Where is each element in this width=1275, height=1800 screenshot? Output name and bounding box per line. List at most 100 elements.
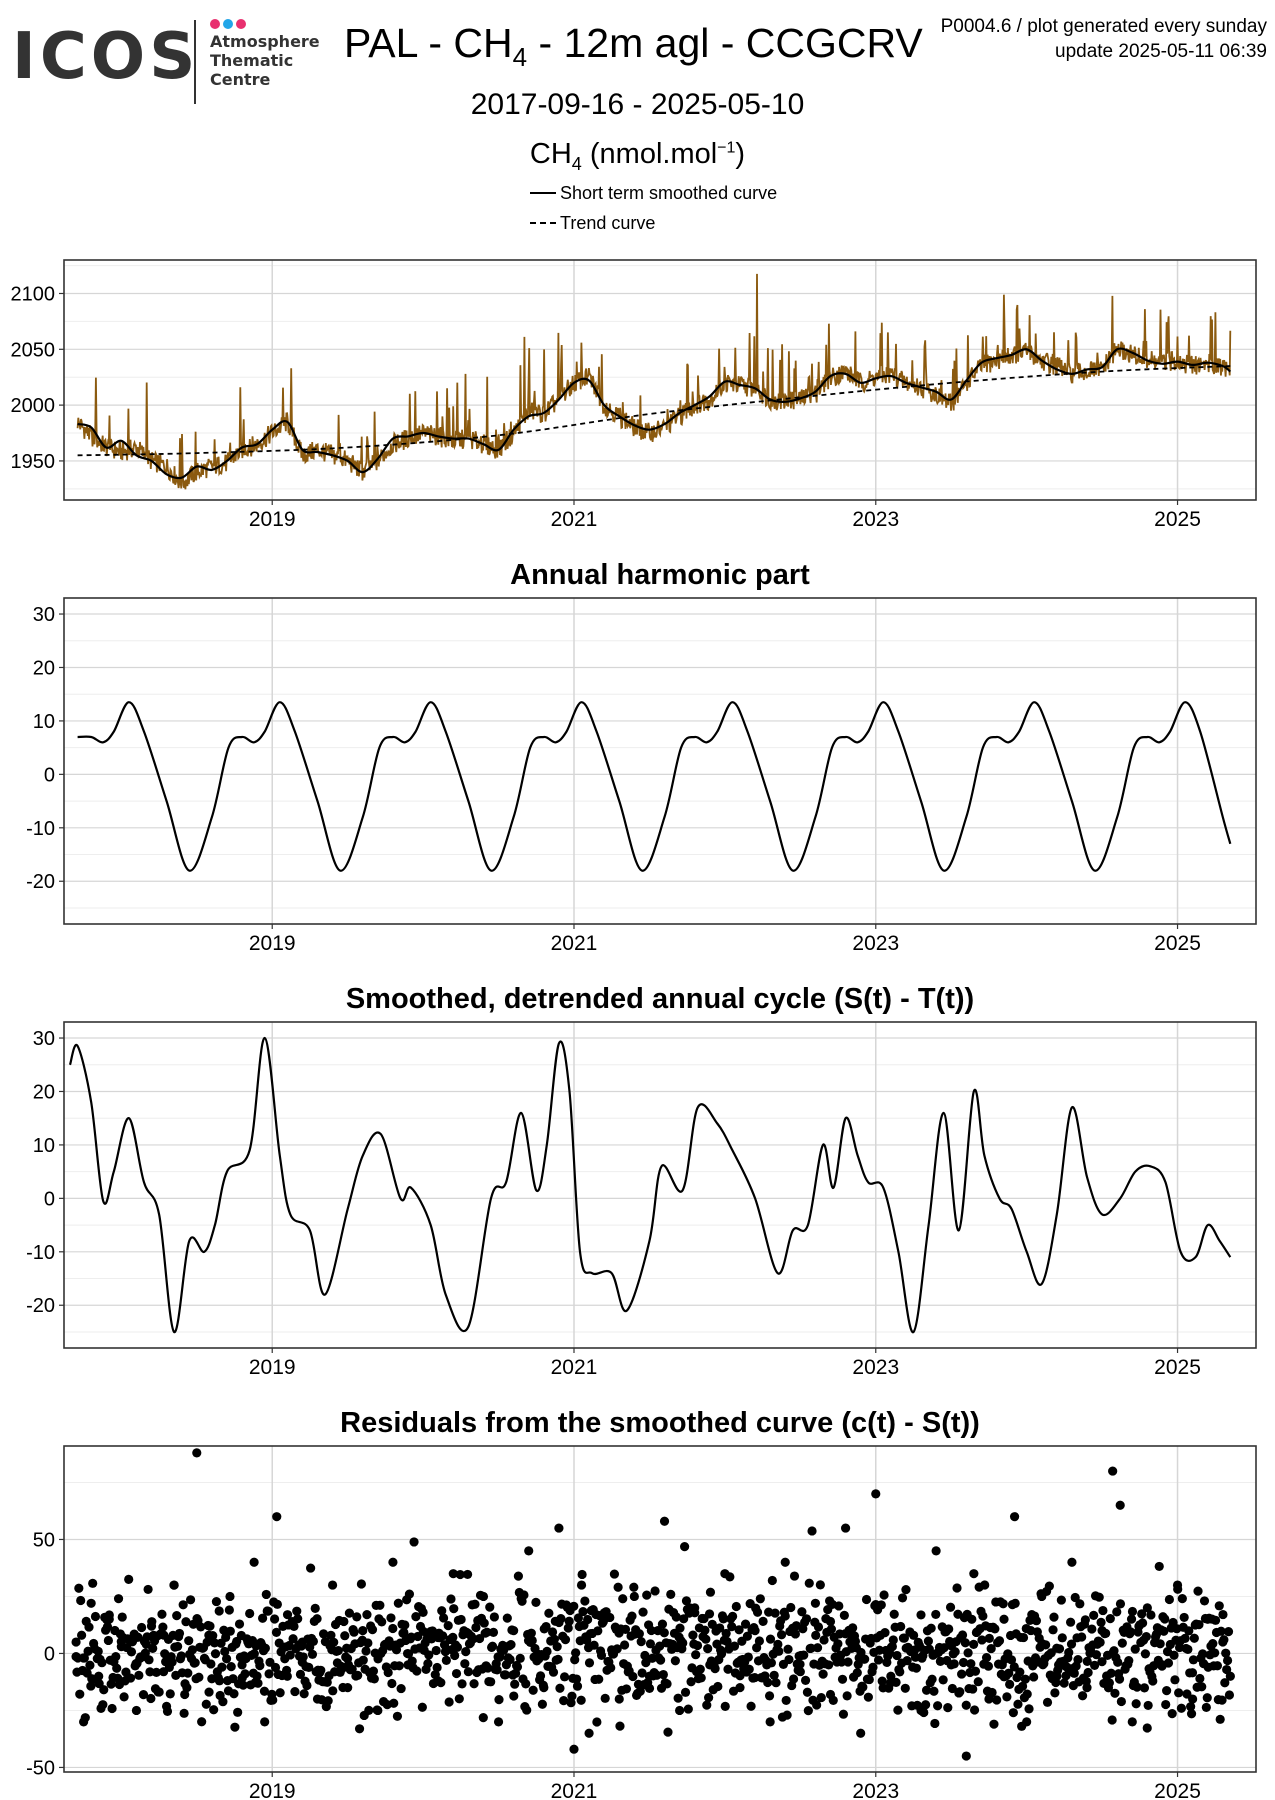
residual-point xyxy=(789,1571,800,1581)
residual-point xyxy=(770,1608,780,1618)
residual-point xyxy=(909,1630,919,1640)
residual-point xyxy=(646,1625,656,1636)
residual-point xyxy=(969,1639,979,1649)
residual-point xyxy=(307,1649,318,1659)
residual-point xyxy=(990,1624,1000,1634)
residual-point xyxy=(187,1645,198,1655)
residual-point xyxy=(600,1693,610,1703)
residual-point xyxy=(921,1685,932,1695)
residual-point xyxy=(293,1614,303,1624)
residual-point xyxy=(1215,1714,1225,1724)
residual-point xyxy=(958,1657,969,1668)
residual-point xyxy=(877,1676,887,1686)
residual-point xyxy=(1195,1673,1205,1684)
residual-point xyxy=(715,1623,725,1633)
residual-point xyxy=(117,1612,127,1622)
residual-point xyxy=(1138,1618,1148,1628)
residual-point xyxy=(202,1637,212,1647)
residual-point xyxy=(569,1744,579,1754)
residual-point xyxy=(1188,1655,1199,1665)
residual-point xyxy=(443,1620,453,1631)
residual-point xyxy=(1201,1702,1211,1713)
residual-point xyxy=(282,1610,293,1620)
residual-point xyxy=(1029,1672,1039,1682)
residual-point xyxy=(1169,1650,1179,1660)
residual-point xyxy=(79,1653,89,1663)
residual-point xyxy=(1009,1512,1020,1522)
residual-point xyxy=(448,1632,458,1643)
residual-point xyxy=(876,1600,886,1610)
residual-point xyxy=(614,1694,624,1704)
residual-point xyxy=(1130,1644,1140,1654)
residual-point xyxy=(349,1627,359,1637)
residual-point xyxy=(178,1600,188,1610)
residual-point xyxy=(1225,1671,1235,1681)
residual-point xyxy=(1222,1664,1232,1675)
residual-point xyxy=(728,1686,739,1696)
residual-point xyxy=(173,1641,183,1652)
residual-point xyxy=(621,1684,632,1694)
residual-point xyxy=(644,1683,655,1694)
residual-point xyxy=(1108,1466,1118,1476)
residual-point xyxy=(1222,1655,1233,1666)
residual-point xyxy=(259,1686,270,1696)
residual-point xyxy=(704,1693,714,1703)
residual-point xyxy=(921,1700,931,1710)
residual-point xyxy=(1180,1633,1190,1643)
residual-point xyxy=(1141,1631,1151,1642)
dashed-line-key xyxy=(530,222,556,224)
residual-point xyxy=(486,1677,496,1687)
residual-point xyxy=(980,1580,990,1590)
residual-point xyxy=(592,1717,602,1727)
legend-item-trend: Trend curve xyxy=(530,208,777,238)
residual-point xyxy=(703,1644,713,1654)
residual-point xyxy=(249,1649,259,1659)
residual-point xyxy=(180,1689,190,1700)
residual-point xyxy=(620,1624,631,1634)
residual-point xyxy=(916,1610,926,1620)
y-tick-label: 2050 xyxy=(11,339,56,361)
residual-point xyxy=(299,1689,309,1699)
residual-point xyxy=(347,1664,357,1674)
residual-point xyxy=(902,1656,912,1666)
residual-point xyxy=(655,1655,666,1665)
residual-point xyxy=(1020,1674,1030,1684)
y-tick-label: 1950 xyxy=(11,451,56,473)
residual-point xyxy=(1073,1654,1083,1665)
residual-point xyxy=(457,1679,467,1689)
residual-point xyxy=(1115,1599,1126,1609)
residual-point xyxy=(396,1683,406,1694)
y-tick-label: -50 xyxy=(26,1757,55,1779)
residual-point xyxy=(570,1655,580,1665)
y-tick-label: 0 xyxy=(44,764,55,786)
x-tick-label: 2025 xyxy=(1154,1780,1201,1800)
residual-point xyxy=(446,1594,456,1604)
residual-point xyxy=(400,1620,410,1630)
residual-point xyxy=(404,1589,415,1599)
residual-point xyxy=(329,1637,339,1647)
residual-point xyxy=(858,1682,868,1692)
residual-point xyxy=(386,1613,396,1623)
residual-point xyxy=(165,1689,175,1699)
residual-point xyxy=(333,1645,343,1656)
residual-point xyxy=(680,1687,691,1697)
legend-label-smoothed: Short term smoothed curve xyxy=(560,182,778,203)
residual-point xyxy=(1162,1685,1172,1696)
residual-point xyxy=(1078,1691,1088,1701)
residual-point xyxy=(169,1580,179,1590)
residual-point xyxy=(225,1626,235,1636)
residual-point xyxy=(763,1677,773,1688)
residual-point xyxy=(74,1583,84,1593)
residual-point xyxy=(1097,1657,1107,1667)
residual-point xyxy=(834,1601,844,1611)
residual-point xyxy=(880,1628,890,1638)
residual-point xyxy=(952,1583,962,1593)
residual-point xyxy=(211,1596,222,1607)
residual-point xyxy=(553,1654,563,1664)
residual-point xyxy=(513,1571,523,1581)
residual-point xyxy=(148,1643,158,1654)
unit-mid: (nmol.mol xyxy=(581,138,718,170)
residual-point xyxy=(1057,1633,1067,1643)
residual-point xyxy=(576,1580,587,1590)
residual-point xyxy=(825,1616,836,1627)
